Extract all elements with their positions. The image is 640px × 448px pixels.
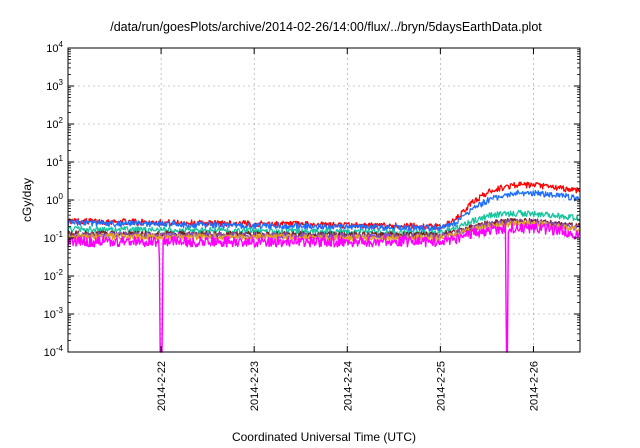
x-tick-label: 2014-2-24 [342,361,354,411]
y-tick-label: 103 [46,78,63,93]
y-tick-label: 102 [46,116,63,131]
series-line-1 [67,181,581,230]
series-layer [67,181,581,353]
series-line-2 [67,189,581,232]
x-tick-label: 2014-2-22 [156,361,168,411]
tick-layer: 10-4 10-3 10-2 10-1 100 101 102 103 104 2014-2-22… [44,40,580,411]
x-tick-label: 2014-2-26 [528,361,540,411]
chart-title: /data/run/goesPlots/archive/2014-02-26/1… [110,20,542,34]
y-axis-label: cGy/day [20,178,34,222]
series-line-7 [67,222,581,353]
y-tick-label: 101 [46,154,63,169]
y-tick-label: 100 [46,192,63,207]
grid-layer [68,48,580,352]
y-tick-label: 10-3 [44,306,64,321]
x-tick-label: 2014-2-25 [435,361,447,411]
x-tick-label: 2014-2-23 [249,361,261,411]
y-tick-label: 10-1 [44,230,64,245]
y-tick-label: 10-2 [44,268,64,283]
y-tick-label: 10-4 [44,344,64,359]
y-tick-label: 104 [46,40,63,55]
x-axis-label: Coordinated Universal Time (UTC) [232,430,416,444]
series-line-3 [67,209,581,236]
